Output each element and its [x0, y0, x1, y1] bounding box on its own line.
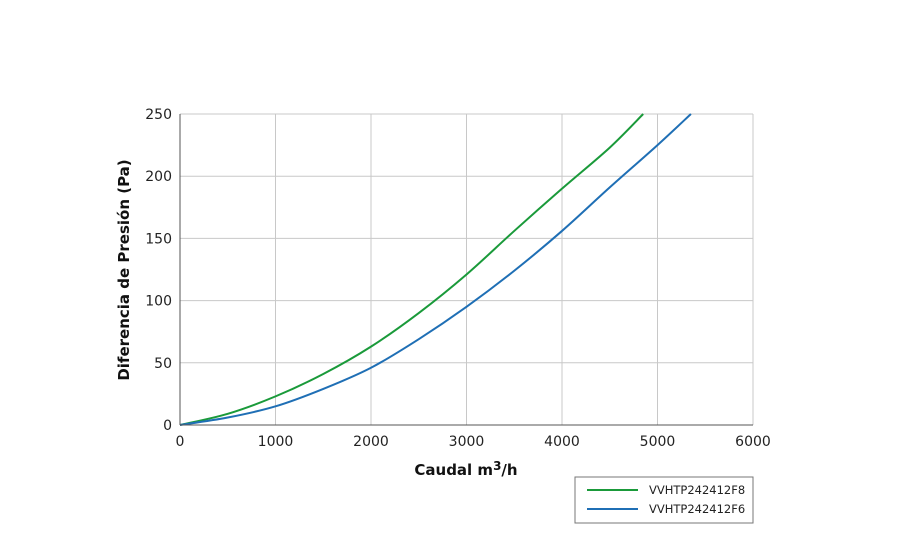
y-axis-title: Diferencia de Presión (Pa) [115, 159, 133, 380]
x-tick-label: 4000 [544, 434, 580, 450]
x-tick-label: 1000 [258, 434, 294, 450]
x-tick-label: 2000 [353, 434, 389, 450]
x-tick-label: 0 [176, 434, 185, 450]
legend-label-f8: VVHTP242412F8 [649, 483, 745, 497]
y-tick-labels: 0 50 100 150 200 250 [145, 107, 172, 434]
y-tick-label: 100 [145, 294, 172, 310]
y-tick-label: 150 [145, 231, 172, 247]
x-tick-labels: 0 1000 2000 3000 4000 5000 6000 [176, 434, 771, 450]
series-line-VVHTP242412F6 [179, 113, 692, 426]
y-tick-label: 250 [145, 107, 172, 123]
y-tick-label: 50 [154, 356, 172, 372]
legend-box [574, 476, 754, 524]
x-tick-label: 3000 [449, 434, 485, 450]
x-axis-title: Caudal m3/h [414, 459, 517, 479]
legend-label-f6: VVHTP242412F6 [649, 502, 745, 516]
grid-lines [180, 113, 754, 425]
y-tick-label: 0 [163, 418, 172, 434]
y-tick-label: 200 [145, 169, 172, 185]
legend: VVHTP242412F8 VVHTP242412F6 [574, 476, 754, 524]
x-tick-label: 5000 [640, 434, 676, 450]
x-tick-label: 6000 [735, 434, 771, 450]
series-line-VVHTP242412F8 [179, 113, 644, 426]
series-lines [179, 113, 692, 426]
